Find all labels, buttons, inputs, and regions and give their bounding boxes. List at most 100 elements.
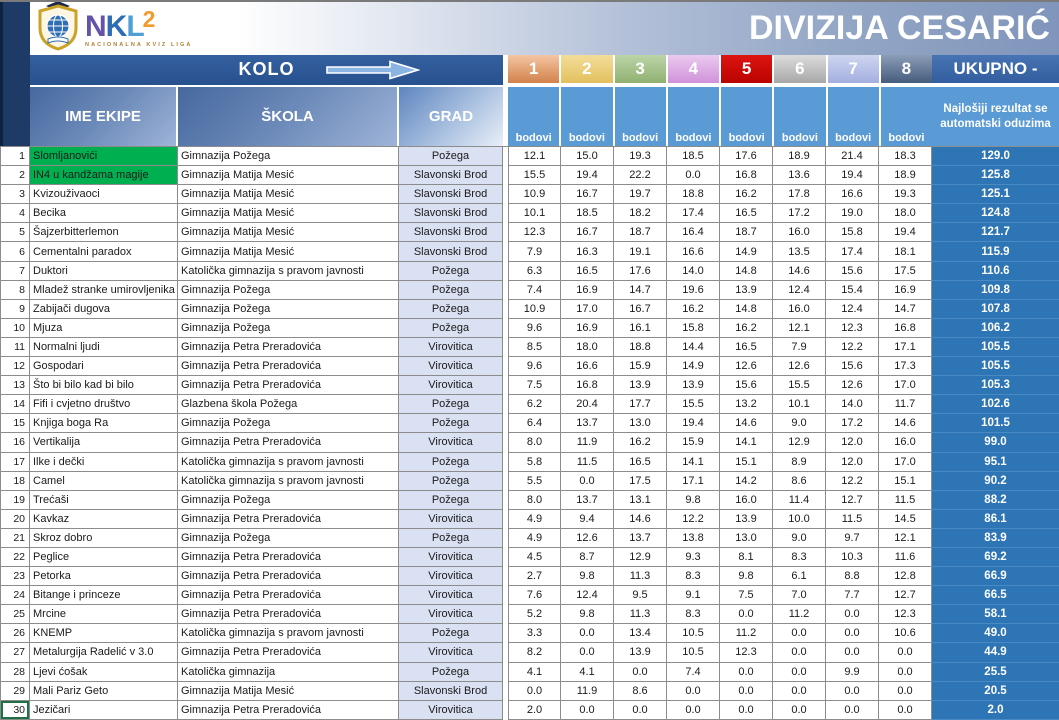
city-cell[interactable]: Virovitica: [399, 337, 503, 358]
school-cell[interactable]: Gimnazija Matija Mesić: [178, 223, 399, 243]
score-cell-round-3[interactable]: 19.7: [614, 185, 667, 205]
school-cell[interactable]: Gimnazija Petra Preradovića: [178, 357, 399, 377]
total-cell[interactable]: 105.3: [932, 376, 1059, 396]
total-cell[interactable]: 110.6: [932, 261, 1059, 281]
score-cell-round-1[interactable]: 0.0: [508, 681, 561, 701]
score-cell-round-3[interactable]: 15.9: [614, 357, 667, 377]
score-cell-round-8[interactable]: 11.7: [879, 395, 932, 415]
score-cell-round-3[interactable]: 13.0: [614, 414, 667, 434]
city-cell[interactable]: Virovitica: [399, 643, 503, 663]
score-cell-round-7[interactable]: 15.8: [826, 223, 879, 243]
score-cell-round-1[interactable]: 8.2: [508, 643, 561, 663]
team-cell[interactable]: Petorka: [30, 567, 178, 587]
score-cell-round-6[interactable]: 10.0: [773, 509, 826, 529]
score-cell-round-6[interactable]: 12.6: [773, 357, 826, 377]
ukupno-note[interactable]: Najlošiji rezultat se automatski oduzima: [932, 87, 1059, 146]
score-cell-round-3[interactable]: 16.2: [614, 433, 667, 453]
score-cell-round-8[interactable]: 12.8: [879, 567, 932, 587]
bodovi-header-3[interactable]: bodovi: [612, 87, 666, 146]
score-cell-round-5[interactable]: 16.0: [720, 490, 773, 510]
rank-cell[interactable]: 13: [0, 376, 30, 396]
rank-cell[interactable]: 6: [0, 242, 30, 262]
city-cell[interactable]: Požega: [399, 299, 503, 319]
score-cell-round-2[interactable]: 15.0: [561, 147, 614, 167]
score-cell-round-3[interactable]: 16.5: [614, 452, 667, 472]
score-cell-round-5[interactable]: 15.6: [720, 376, 773, 396]
team-cell[interactable]: KNEMP: [30, 624, 178, 644]
score-cell-round-7[interactable]: 16.6: [826, 185, 879, 205]
school-cell[interactable]: Gimnazija Matija Mesić: [178, 204, 399, 224]
school-cell[interactable]: Gimnazija Petra Preradovića: [178, 567, 399, 587]
school-cell[interactable]: Gimnazija Matija Mesić: [178, 185, 399, 205]
score-cell-round-8[interactable]: 16.0: [879, 433, 932, 453]
school-cell[interactable]: Katolička gimnazija: [178, 662, 399, 682]
school-cell[interactable]: Gimnazija Matija Mesić: [178, 681, 399, 701]
rank-cell[interactable]: 20: [0, 509, 30, 529]
school-cell[interactable]: Gimnazija Požega: [178, 490, 399, 510]
score-cell-round-2[interactable]: 20.4: [561, 395, 614, 415]
score-cell-round-8[interactable]: 14.7: [879, 299, 932, 319]
score-cell-round-8[interactable]: 10.6: [879, 624, 932, 644]
score-cell-round-3[interactable]: 19.3: [614, 147, 667, 167]
round-header-8[interactable]: 8: [878, 55, 932, 83]
score-cell-round-2[interactable]: 9.8: [561, 567, 614, 587]
city-cell[interactable]: Virovitica: [399, 700, 503, 720]
team-cell[interactable]: Ilke i dečki: [30, 452, 178, 472]
score-cell-round-8[interactable]: 17.3: [879, 357, 932, 377]
team-cell[interactable]: Cementalni paradox: [30, 242, 178, 262]
rank-cell[interactable]: 18: [0, 471, 30, 491]
score-cell-round-4[interactable]: 9.8: [667, 490, 720, 510]
score-cell-round-4[interactable]: 18.8: [667, 185, 720, 205]
score-cell-round-1[interactable]: 7.6: [508, 586, 561, 606]
rank-cell[interactable]: 9: [0, 299, 30, 319]
score-cell-round-1[interactable]: 10.1: [508, 204, 561, 224]
score-cell-round-4[interactable]: 14.4: [667, 337, 720, 358]
score-cell-round-8[interactable]: 0.0: [879, 662, 932, 682]
score-cell-round-1[interactable]: 9.6: [508, 318, 561, 338]
city-cell[interactable]: Slavonski Brod: [399, 166, 503, 186]
score-cell-round-5[interactable]: 0.0: [720, 681, 773, 701]
rank-cell[interactable]: 28: [0, 662, 30, 682]
school-cell[interactable]: Gimnazija Petra Preradovića: [178, 700, 399, 720]
score-cell-round-6[interactable]: 14.6: [773, 261, 826, 281]
score-cell-round-6[interactable]: 17.2: [773, 204, 826, 224]
bodovi-header-6[interactable]: bodovi: [772, 87, 826, 146]
column-header-city[interactable]: GRAD: [399, 87, 503, 146]
score-cell-round-8[interactable]: 17.0: [879, 376, 932, 396]
score-cell-round-2[interactable]: 18.5: [561, 204, 614, 224]
score-cell-round-2[interactable]: 8.7: [561, 547, 614, 568]
score-cell-round-6[interactable]: 8.3: [773, 547, 826, 568]
score-cell-round-7[interactable]: 12.2: [826, 471, 879, 491]
score-cell-round-3[interactable]: 0.0: [614, 662, 667, 682]
city-cell[interactable]: Požega: [399, 261, 503, 281]
score-cell-round-7[interactable]: 12.2: [826, 337, 879, 358]
bodovi-header-1[interactable]: bodovi: [508, 87, 560, 146]
score-cell-round-4[interactable]: 9.3: [667, 547, 720, 568]
score-cell-round-4[interactable]: 19.6: [667, 280, 720, 300]
score-cell-round-8[interactable]: 17.0: [879, 452, 932, 472]
school-cell[interactable]: Gimnazija Petra Preradovića: [178, 433, 399, 453]
score-cell-round-3[interactable]: 17.5: [614, 471, 667, 491]
rank-cell[interactable]: 22: [0, 547, 30, 568]
team-cell[interactable]: Mladež stranke umirovljenika: [30, 280, 178, 300]
score-cell-round-3[interactable]: 18.7: [614, 223, 667, 243]
total-cell[interactable]: 20.5: [932, 681, 1059, 701]
score-cell-round-6[interactable]: 0.0: [773, 662, 826, 682]
team-cell[interactable]: Camel: [30, 471, 178, 491]
score-cell-round-5[interactable]: 16.5: [720, 337, 773, 358]
school-cell[interactable]: Gimnazija Požega: [178, 414, 399, 434]
rank-cell[interactable]: 21: [0, 528, 30, 548]
score-cell-round-4[interactable]: 8.3: [667, 605, 720, 625]
score-cell-round-4[interactable]: 15.8: [667, 318, 720, 338]
score-cell-round-8[interactable]: 0.0: [879, 643, 932, 663]
score-cell-round-4[interactable]: 9.1: [667, 586, 720, 606]
city-cell[interactable]: Virovitica: [399, 433, 503, 453]
score-cell-round-7[interactable]: 12.4: [826, 299, 879, 319]
team-cell[interactable]: Ljevi ćošak: [30, 662, 178, 682]
score-cell-round-1[interactable]: 2.0: [508, 700, 561, 720]
score-cell-round-2[interactable]: 17.0: [561, 299, 614, 319]
ukupno-header[interactable]: UKUPNO -: [932, 55, 1059, 83]
score-cell-round-7[interactable]: 12.3: [826, 318, 879, 338]
city-cell[interactable]: Požega: [399, 452, 503, 472]
score-cell-round-1[interactable]: 4.5: [508, 547, 561, 568]
